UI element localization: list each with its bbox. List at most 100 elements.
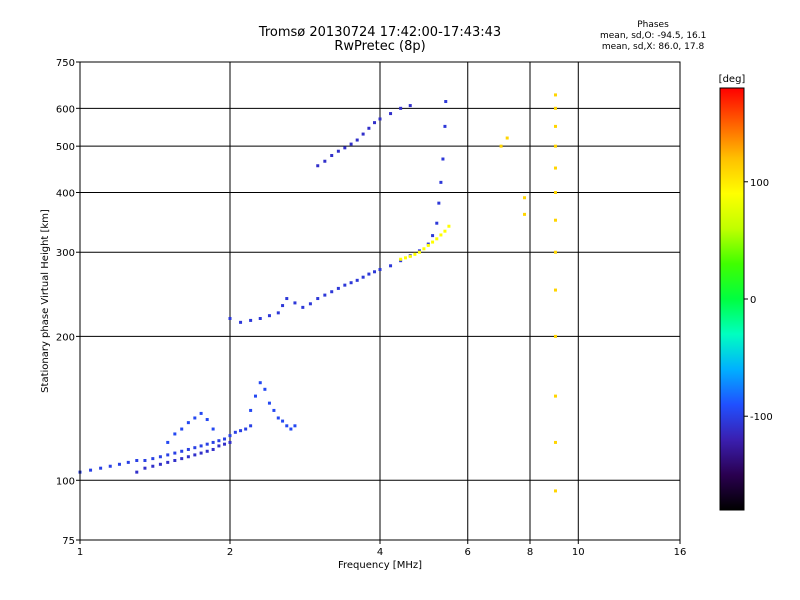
data-point [349, 281, 353, 285]
y-tick-label: 400 [56, 188, 75, 199]
x-tick-label: 1 [77, 547, 83, 558]
data-point [349, 142, 353, 146]
data-points [78, 93, 557, 493]
data-point [336, 286, 340, 290]
data-point [437, 201, 441, 205]
data-point [166, 460, 170, 464]
data-point [422, 247, 426, 251]
data-point [553, 218, 557, 222]
data-point [135, 458, 139, 462]
data-point [258, 316, 262, 320]
data-point [267, 401, 271, 405]
data-point [367, 272, 371, 276]
data-point [355, 278, 359, 282]
data-point [151, 457, 155, 461]
data-point [413, 252, 417, 256]
colorbar-gradient [719, 87, 745, 511]
data-point [199, 444, 203, 448]
chart-title: Tromsø 20130724 17:42:00-17:43:43 [258, 25, 502, 40]
data-point [258, 381, 262, 385]
data-point [343, 146, 347, 150]
data-point [523, 212, 527, 216]
data-point [217, 439, 221, 443]
data-point [186, 447, 190, 451]
x-tick-label: 8 [527, 547, 533, 558]
data-point [553, 106, 557, 110]
data-point [276, 416, 280, 420]
data-point [361, 275, 365, 279]
chart-subtitle: RwPretec (8p) [334, 39, 426, 54]
data-point [211, 427, 215, 431]
data-point [267, 314, 271, 318]
y-axis: 75 100 200 300 400 500 600 750 [56, 58, 80, 547]
y-tick-label: 750 [56, 58, 75, 69]
data-point [367, 126, 371, 130]
data-point [285, 424, 289, 428]
data-point [378, 268, 382, 272]
data-point [443, 229, 447, 233]
colorbar-tick-label: 0 [750, 295, 756, 306]
data-point [205, 418, 209, 422]
data-point [143, 466, 147, 470]
data-point [443, 124, 447, 128]
data-point [117, 462, 121, 466]
data-point [293, 424, 297, 428]
x-tick-label: 10 [572, 547, 585, 558]
data-point [276, 311, 280, 315]
data-point [217, 444, 221, 448]
data-point [193, 446, 197, 450]
data-point [223, 437, 227, 441]
data-point [553, 394, 557, 398]
data-point [431, 234, 435, 238]
data-point [553, 440, 557, 444]
data-point [272, 408, 276, 412]
data-point [378, 117, 382, 121]
x-tick-label: 6 [465, 547, 471, 558]
data-point [447, 224, 451, 228]
x-axis: 1 2 4 6 8 10 16 [77, 540, 687, 558]
colorbar-tick-label: -100 [750, 412, 773, 423]
data-point [249, 424, 253, 428]
data-point [199, 411, 203, 415]
data-point [355, 138, 359, 142]
y-axis-label: Stationary phase Virtual Height [km] [40, 209, 51, 393]
x-tick-label: 16 [674, 547, 687, 558]
data-point [439, 233, 443, 237]
y-tick-label: 600 [56, 104, 75, 115]
y-tick-label: 300 [56, 248, 75, 259]
data-point [199, 451, 203, 455]
data-point [193, 416, 197, 420]
chart-title-block: Tromsø 20130724 17:42:00-17:43:43 RwPret… [230, 26, 530, 54]
data-point [223, 442, 227, 446]
data-point [193, 453, 197, 457]
data-point [553, 250, 557, 254]
data-point [186, 455, 190, 459]
data-point [173, 451, 177, 455]
data-point [316, 164, 320, 168]
data-point [143, 458, 147, 462]
data-point [553, 144, 557, 148]
data-point [293, 301, 297, 305]
data-point [316, 297, 320, 301]
data-point [281, 419, 285, 423]
data-point [343, 283, 347, 287]
data-point [249, 318, 253, 322]
data-point [323, 293, 327, 297]
data-point [135, 470, 139, 474]
phases-x-stats: mean, sd,X: 86.0, 17.8 [601, 42, 705, 52]
data-point [126, 460, 130, 464]
data-point [89, 468, 93, 472]
data-point [228, 440, 232, 444]
phases-title: Phases [637, 20, 669, 30]
data-point [435, 221, 439, 225]
colorbar-label: [deg] [719, 74, 746, 85]
data-point [523, 196, 527, 200]
y-tick-label: 75 [62, 536, 75, 547]
data-point [151, 464, 155, 468]
data-point [373, 270, 377, 274]
data-point [444, 100, 448, 104]
data-point [108, 464, 112, 468]
data-point [330, 290, 334, 294]
data-point [211, 447, 215, 451]
